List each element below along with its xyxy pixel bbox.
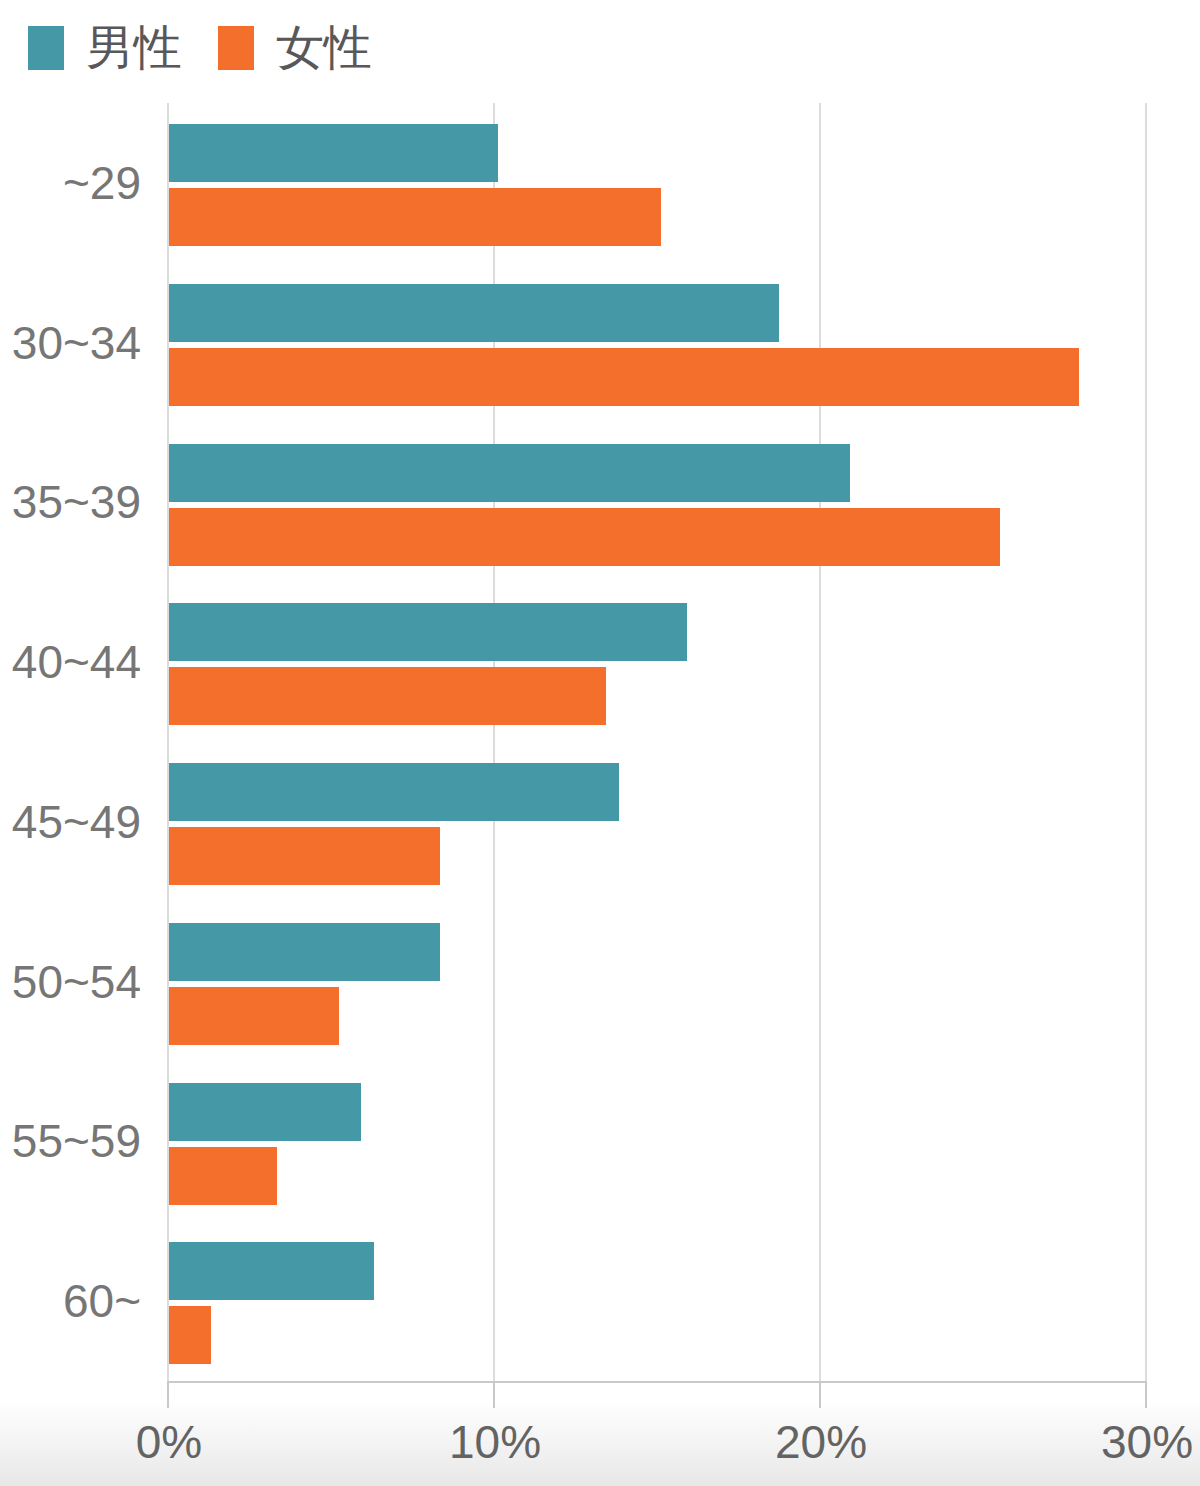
bar-female-0[interactable] — [169, 188, 661, 246]
legend: 男性 女性 — [28, 24, 372, 72]
gridline-30% — [1145, 103, 1147, 1381]
bar-male-4[interactable] — [169, 763, 619, 821]
x-axis-tick — [493, 1381, 495, 1408]
category-label: 50~54 — [0, 959, 141, 1005]
bar-male-7[interactable] — [169, 1242, 374, 1300]
bar-male-1[interactable] — [169, 284, 779, 342]
category-label: 45~49 — [0, 799, 141, 845]
category-label: 40~44 — [0, 639, 141, 685]
x-axis-label: 10% — [449, 1419, 541, 1465]
x-axis-tick — [819, 1381, 821, 1408]
bar-male-5[interactable] — [169, 923, 440, 981]
x-axis-label: 20% — [775, 1419, 867, 1465]
x-axis-label: 30% — [1101, 1419, 1193, 1465]
bar-male-2[interactable] — [169, 444, 850, 502]
bar-female-3[interactable] — [169, 667, 606, 725]
x-axis-tick — [167, 1381, 169, 1408]
bar-male-3[interactable] — [169, 603, 687, 661]
category-label: 30~34 — [0, 320, 141, 366]
bar-male-6[interactable] — [169, 1083, 361, 1141]
gridline-20% — [819, 103, 821, 1381]
legend-swatch-male-icon — [28, 26, 64, 70]
category-label: 35~39 — [0, 479, 141, 525]
bar-female-7[interactable] — [169, 1306, 211, 1364]
bar-female-5[interactable] — [169, 987, 339, 1045]
category-label: ~29 — [0, 160, 141, 206]
category-label: 60~ — [0, 1278, 141, 1324]
bar-female-2[interactable] — [169, 508, 1000, 566]
bar-male-0[interactable] — [169, 124, 498, 182]
bar-female-1[interactable] — [169, 348, 1079, 406]
legend-item-female[interactable]: 女性 — [218, 24, 372, 72]
legend-swatch-female-icon — [218, 26, 254, 70]
chart-canvas: 男性 女性 0% 10% 20% 30% ~29 30~34 35~39 40~44 45~49… — [0, 0, 1200, 1486]
legend-label-male: 男性 — [86, 24, 182, 72]
bar-female-6[interactable] — [169, 1147, 277, 1205]
x-axis-tick — [1145, 1381, 1147, 1408]
x-axis-line — [167, 1381, 1147, 1383]
legend-label-female: 女性 — [276, 24, 372, 72]
x-axis-label: 0% — [136, 1419, 202, 1465]
bar-female-4[interactable] — [169, 827, 440, 885]
category-label: 55~59 — [0, 1118, 141, 1164]
legend-item-male[interactable]: 男性 — [28, 24, 182, 72]
